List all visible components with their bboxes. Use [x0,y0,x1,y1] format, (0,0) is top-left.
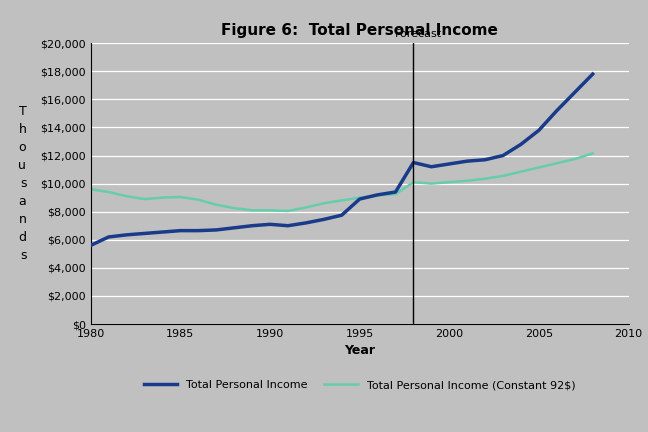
Total Personal Income [266,222,274,227]
Total Personal Income (Constant 92$) [428,181,435,186]
Line: Total Personal Income: Total Personal Income [91,74,593,245]
Total Personal Income (Constant 92$) [302,205,310,210]
Total Personal Income [356,197,364,202]
Total Personal Income [428,164,435,169]
Total Personal Income [213,227,220,232]
Total Personal Income [105,234,113,239]
Total Personal Income (Constant 92$) [391,191,399,197]
Total Personal Income [248,223,256,228]
Total Personal Income (Constant 92$) [356,195,364,200]
Total Personal Income [374,192,382,197]
Legend: Total Personal Income, Total Personal Income (Constant 92$): Total Personal Income, Total Personal In… [144,380,575,390]
Total Personal Income (Constant 92$) [213,202,220,207]
Total Personal Income [445,161,453,166]
Y-axis label: T
h
o
u
s
a
n
d
s: T h o u s a n d s [18,105,27,262]
Total Personal Income [410,160,417,165]
Total Personal Income [320,217,328,222]
Total Personal Income (Constant 92$) [463,178,471,183]
Total Personal Income (Constant 92$) [194,197,202,202]
Line: Total Personal Income (Constant 92$): Total Personal Income (Constant 92$) [91,153,593,211]
X-axis label: Year: Year [344,344,375,357]
Total Personal Income [517,142,525,147]
Title: Figure 6:  Total Personal Income: Figure 6: Total Personal Income [221,23,498,38]
Total Personal Income [284,223,292,228]
Total Personal Income (Constant 92$) [141,197,148,202]
Total Personal Income [194,228,202,233]
Total Personal Income [589,71,597,77]
Text: Forecast: Forecast [395,29,443,39]
Total Personal Income (Constant 92$) [445,180,453,185]
Total Personal Income (Constant 92$) [374,193,382,198]
Total Personal Income [535,128,543,133]
Total Personal Income [122,232,130,238]
Total Personal Income [463,159,471,164]
Total Personal Income [159,229,167,235]
Total Personal Income [553,108,561,113]
Total Personal Income [571,90,579,95]
Total Personal Income (Constant 92$) [320,200,328,206]
Total Personal Income (Constant 92$) [589,151,597,156]
Total Personal Income (Constant 92$) [499,173,507,178]
Total Personal Income [499,153,507,158]
Total Personal Income (Constant 92$) [230,206,238,211]
Total Personal Income (Constant 92$) [105,189,113,194]
Total Personal Income (Constant 92$) [517,169,525,174]
Total Personal Income [176,228,184,233]
Total Personal Income [141,231,148,236]
Total Personal Income [481,157,489,162]
Total Personal Income (Constant 92$) [553,161,561,166]
Total Personal Income (Constant 92$) [571,156,579,162]
Total Personal Income (Constant 92$) [122,194,130,199]
Total Personal Income (Constant 92$) [535,165,543,170]
Total Personal Income (Constant 92$) [176,194,184,200]
Total Personal Income (Constant 92$) [284,208,292,213]
Total Personal Income (Constant 92$) [159,195,167,200]
Total Personal Income (Constant 92$) [410,180,417,185]
Total Personal Income [338,213,345,218]
Total Personal Income (Constant 92$) [248,208,256,213]
Total Personal Income (Constant 92$) [87,187,95,192]
Total Personal Income [230,225,238,230]
Total Personal Income (Constant 92$) [266,208,274,213]
Total Personal Income (Constant 92$) [481,176,489,181]
Total Personal Income [87,243,95,248]
Total Personal Income [391,189,399,194]
Total Personal Income [302,220,310,226]
Total Personal Income (Constant 92$) [338,198,345,203]
